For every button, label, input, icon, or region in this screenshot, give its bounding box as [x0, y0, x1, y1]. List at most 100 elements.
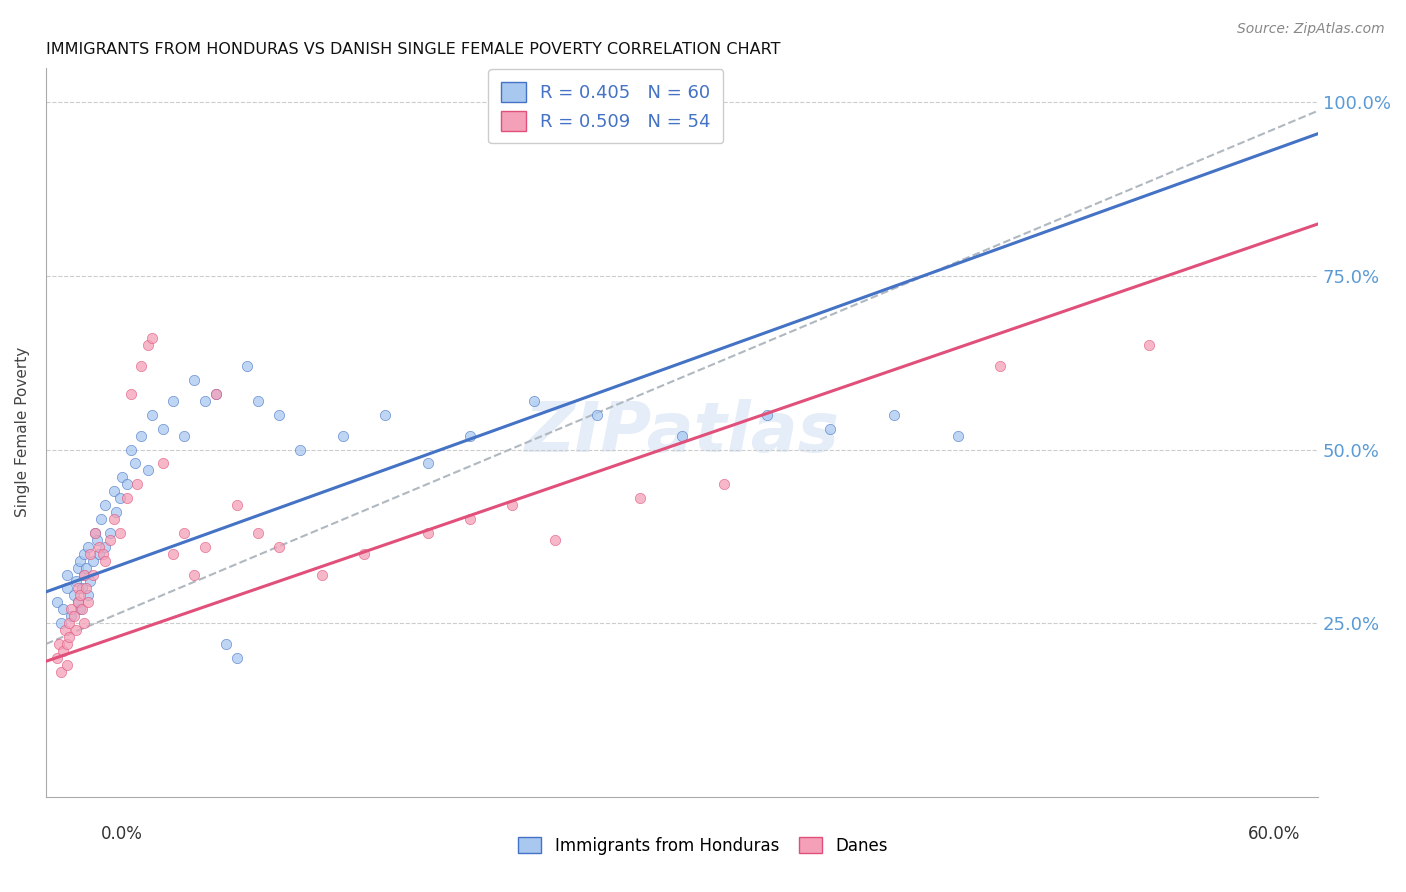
Point: [94, 554, 117, 568]
Point: [194, 540, 217, 554]
Point: [883, 408, 905, 422]
Point: [374, 408, 396, 422]
Point: [120, 442, 142, 457]
Point: [204, 387, 226, 401]
Point: [70, 582, 93, 596]
Point: [45, 595, 67, 609]
Point: [79, 547, 101, 561]
Point: [269, 408, 291, 422]
Point: [83, 525, 105, 540]
Text: IMMIGRANTS FROM HONDURAS VS DANISH SINGLE FEMALE POVERTY CORRELATION CHART: IMMIGRANTS FROM HONDURAS VS DANISH SINGL…: [46, 42, 780, 57]
Point: [586, 408, 609, 422]
Point: [56, 657, 79, 672]
Legend: R = 0.405   N = 60, R = 0.509   N = 54: R = 0.405 N = 60, R = 0.509 N = 54: [488, 70, 724, 144]
Point: [69, 588, 91, 602]
Point: [988, 359, 1011, 374]
Point: [73, 567, 96, 582]
Point: [94, 498, 117, 512]
Point: [82, 567, 104, 582]
Point: [82, 554, 104, 568]
Point: [173, 428, 195, 442]
Text: 60.0%: 60.0%: [1249, 825, 1301, 843]
Point: [246, 525, 269, 540]
Point: [62, 588, 84, 602]
Point: [246, 393, 269, 408]
Point: [75, 560, 97, 574]
Point: [60, 602, 83, 616]
Point: [111, 470, 134, 484]
Point: [86, 533, 108, 547]
Point: [141, 331, 163, 345]
Point: [416, 457, 439, 471]
Point: [136, 463, 159, 477]
Point: [108, 525, 131, 540]
Point: [75, 582, 97, 596]
Point: [69, 554, 91, 568]
Point: [127, 477, 149, 491]
Point: [141, 408, 163, 422]
Point: [65, 574, 87, 589]
Point: [115, 491, 138, 505]
Point: [136, 338, 159, 352]
Point: [87, 540, 110, 554]
Point: [152, 457, 174, 471]
Point: [73, 567, 96, 582]
Point: [58, 630, 80, 644]
Legend: Immigrants from Honduras, Danes: Immigrants from Honduras, Danes: [512, 830, 894, 862]
Text: 0.0%: 0.0%: [101, 825, 143, 843]
Point: [98, 525, 121, 540]
Text: Source: ZipAtlas.com: Source: ZipAtlas.com: [1237, 22, 1385, 37]
Point: [544, 533, 567, 547]
Point: [225, 650, 247, 665]
Point: [108, 491, 131, 505]
Point: [56, 637, 79, 651]
Point: [946, 428, 969, 442]
Y-axis label: Single Female Poverty: Single Female Poverty: [15, 347, 30, 517]
Point: [90, 512, 112, 526]
Point: [66, 595, 89, 609]
Point: [162, 393, 184, 408]
Point: [215, 637, 238, 651]
Point: [204, 387, 226, 401]
Point: [311, 567, 333, 582]
Point: [115, 477, 138, 491]
Point: [69, 602, 91, 616]
Point: [131, 428, 153, 442]
Point: [162, 547, 184, 561]
Point: [62, 609, 84, 624]
Point: [66, 560, 89, 574]
Point: [91, 547, 114, 561]
Point: [353, 547, 375, 561]
Point: [152, 422, 174, 436]
Point: [104, 505, 127, 519]
Point: [131, 359, 153, 374]
Point: [77, 540, 100, 554]
Point: [501, 498, 523, 512]
Point: [79, 574, 101, 589]
Point: [458, 512, 481, 526]
Point: [70, 602, 93, 616]
Point: [628, 491, 651, 505]
Point: [290, 442, 312, 457]
Point: [77, 595, 100, 609]
Point: [94, 540, 117, 554]
Point: [1137, 338, 1160, 352]
Point: [103, 484, 125, 499]
Point: [523, 393, 546, 408]
Point: [65, 623, 87, 637]
Point: [820, 422, 842, 436]
Point: [124, 457, 146, 471]
Point: [77, 588, 100, 602]
Point: [66, 595, 89, 609]
Point: [83, 525, 105, 540]
Point: [713, 477, 735, 491]
Point: [236, 359, 259, 374]
Point: [66, 582, 89, 596]
Point: [73, 616, 96, 631]
Point: [120, 387, 142, 401]
Point: [45, 650, 67, 665]
Point: [98, 533, 121, 547]
Point: [56, 582, 79, 596]
Point: [458, 428, 481, 442]
Point: [194, 393, 217, 408]
